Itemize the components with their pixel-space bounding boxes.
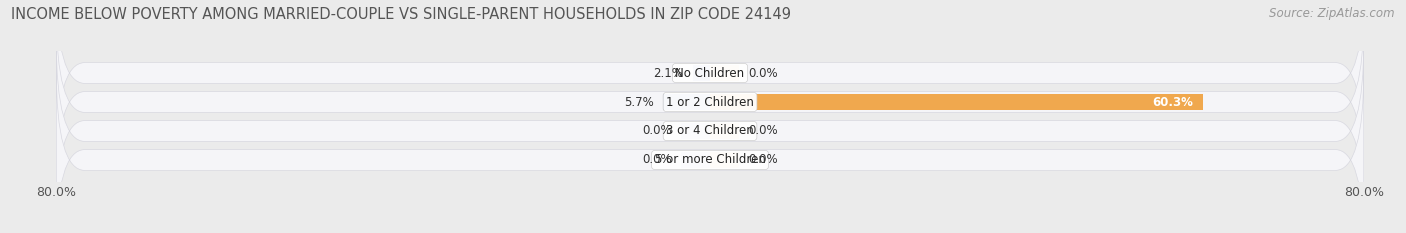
Bar xyxy=(710,123,738,139)
Text: INCOME BELOW POVERTY AMONG MARRIED-COUPLE VS SINGLE-PARENT HOUSEHOLDS IN ZIP COD: INCOME BELOW POVERTY AMONG MARRIED-COUPL… xyxy=(11,7,792,22)
Text: 5.7%: 5.7% xyxy=(624,96,654,109)
Text: 0.0%: 0.0% xyxy=(643,124,672,137)
Bar xyxy=(710,152,738,168)
Bar xyxy=(682,123,710,139)
Bar xyxy=(710,65,738,81)
FancyBboxPatch shape xyxy=(56,0,1364,164)
Text: 5 or more Children: 5 or more Children xyxy=(655,154,765,167)
Text: 0.0%: 0.0% xyxy=(748,124,778,137)
Text: Source: ZipAtlas.com: Source: ZipAtlas.com xyxy=(1270,7,1395,20)
Text: 0.0%: 0.0% xyxy=(748,66,778,79)
Text: 1 or 2 Children: 1 or 2 Children xyxy=(666,96,754,109)
Bar xyxy=(710,94,1202,110)
FancyBboxPatch shape xyxy=(56,11,1364,193)
Text: 0.0%: 0.0% xyxy=(643,154,672,167)
Bar xyxy=(693,65,710,81)
Text: 60.3%: 60.3% xyxy=(1152,96,1194,109)
Bar xyxy=(664,94,710,110)
Text: No Children: No Children xyxy=(675,66,745,79)
Text: 0.0%: 0.0% xyxy=(748,154,778,167)
FancyBboxPatch shape xyxy=(56,40,1364,222)
Bar xyxy=(682,152,710,168)
FancyBboxPatch shape xyxy=(56,69,1364,233)
Text: 3 or 4 Children: 3 or 4 Children xyxy=(666,124,754,137)
Text: 2.1%: 2.1% xyxy=(654,66,683,79)
